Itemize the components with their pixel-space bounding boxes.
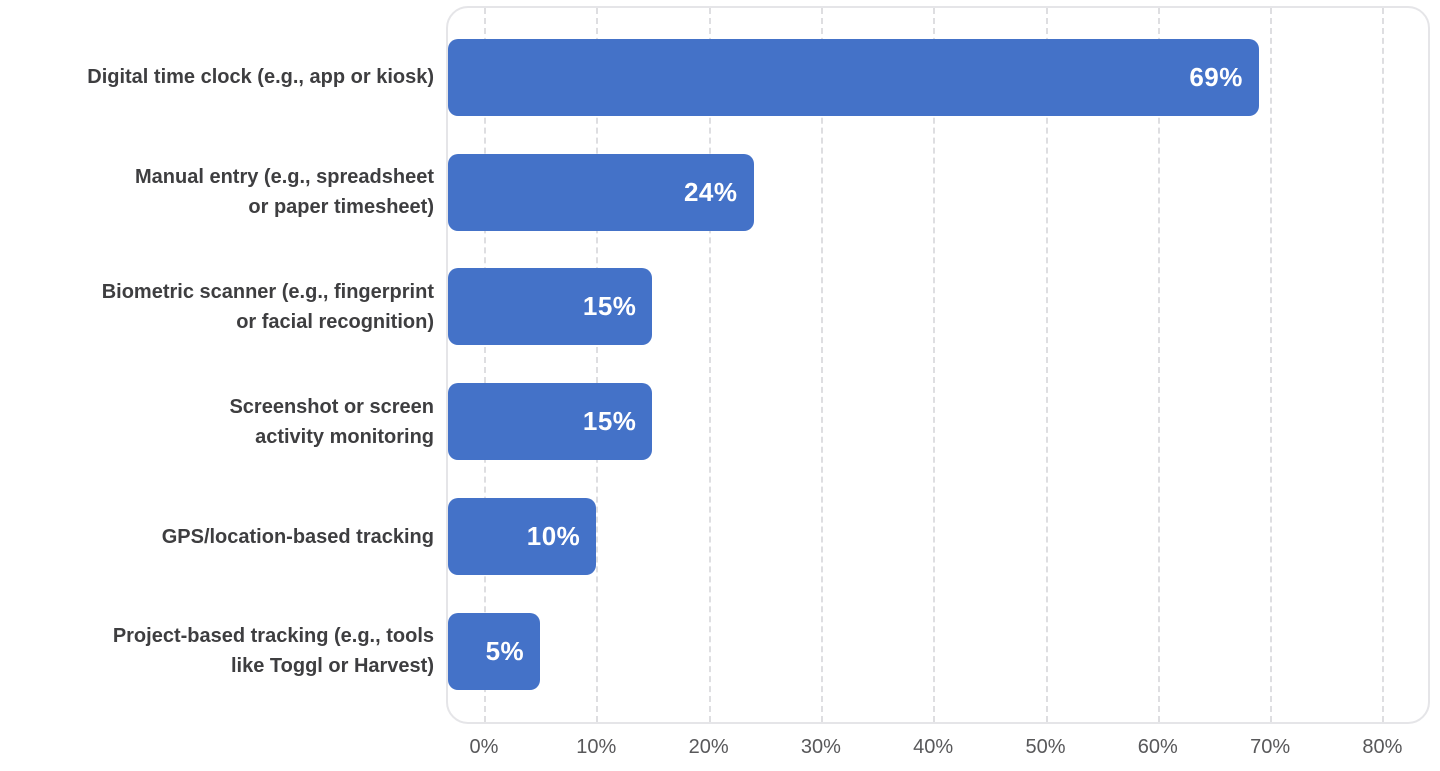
bar: 5% (448, 612, 541, 690)
x-axis-tick-label: 30% (800, 736, 841, 758)
bar-value-label: 24% (683, 176, 738, 207)
category-label: GPS/location-based tracking (161, 525, 434, 548)
gridline-40% (933, 8, 936, 722)
x-axis-tick-label: 50% (1025, 736, 1066, 758)
bar: 15% (448, 268, 653, 346)
x-axis-tick-label: 80% (1362, 736, 1403, 758)
category-label: Screenshot or screen activity monitoring (229, 395, 434, 448)
gridline-20% (708, 8, 711, 722)
x-axis-tick-label: 70% (1250, 736, 1291, 758)
x-axis-tick-label: 40% (913, 736, 954, 758)
bars-container: 69% 24% 15% 15% 10% 5% (448, 8, 1428, 722)
gridline-10% (596, 8, 599, 722)
x-axis-tick-label: 60% (1137, 736, 1178, 758)
x-axis-tick-label: 0% (469, 736, 499, 758)
category-label: Manual entry (e.g., spreadsheet or paper… (135, 166, 434, 219)
gridline-70% (1270, 8, 1273, 722)
bar-row: 10% (448, 479, 1428, 594)
gridline-60% (1157, 8, 1160, 722)
label-row: Manual entry (e.g., spreadsheet or paper… (0, 135, 440, 250)
gridline-0% (484, 8, 486, 722)
x-axis-tick-label: 10% (576, 736, 617, 758)
bar-row: 15% (448, 364, 1428, 479)
bar-row: 15% (448, 250, 1428, 365)
bar-value-label: 15% (582, 406, 637, 437)
label-row: GPS/location-based tracking (0, 479, 440, 594)
category-labels-column: Digital time clock (e.g., app or kiosk) M… (0, 8, 440, 722)
x-axis-tick-label: 20% (688, 736, 729, 758)
bar-row: 5% (448, 594, 1428, 709)
label-row: Project-based tracking (e.g., tools like… (0, 594, 440, 709)
bar-value-label: 5% (485, 635, 525, 666)
category-label: Project-based tracking (e.g., tools like… (112, 625, 434, 678)
bar-row: 24% (448, 135, 1428, 250)
x-axis: 0% 10% 20% 30% 40% 50% 60% 70% 80% (0, 736, 1440, 766)
plot-area: 69% 24% 15% 15% 10% 5% (446, 6, 1430, 724)
label-row: Biometric scanner (e.g., fingerprint or … (0, 250, 440, 365)
gridline-30% (820, 8, 823, 722)
label-row: Screenshot or screen activity monitoring (0, 364, 440, 479)
bar: 15% (448, 383, 653, 461)
category-label: Biometric scanner (e.g., fingerprint or … (101, 280, 434, 333)
bar: 69% (448, 38, 1259, 116)
bar: 24% (448, 153, 754, 231)
label-row: Digital time clock (e.g., app or kiosk) (0, 20, 440, 135)
gridline-50% (1045, 8, 1048, 722)
bar-value-label: 15% (582, 291, 637, 322)
bar-row: 69% (448, 20, 1428, 135)
bar-value-label: 69% (1189, 61, 1243, 92)
gridline-80% (1382, 8, 1385, 722)
category-label: Digital time clock (e.g., app or kiosk) (87, 66, 434, 89)
bar-value-label: 10% (526, 521, 581, 552)
bar: 10% (448, 498, 597, 576)
